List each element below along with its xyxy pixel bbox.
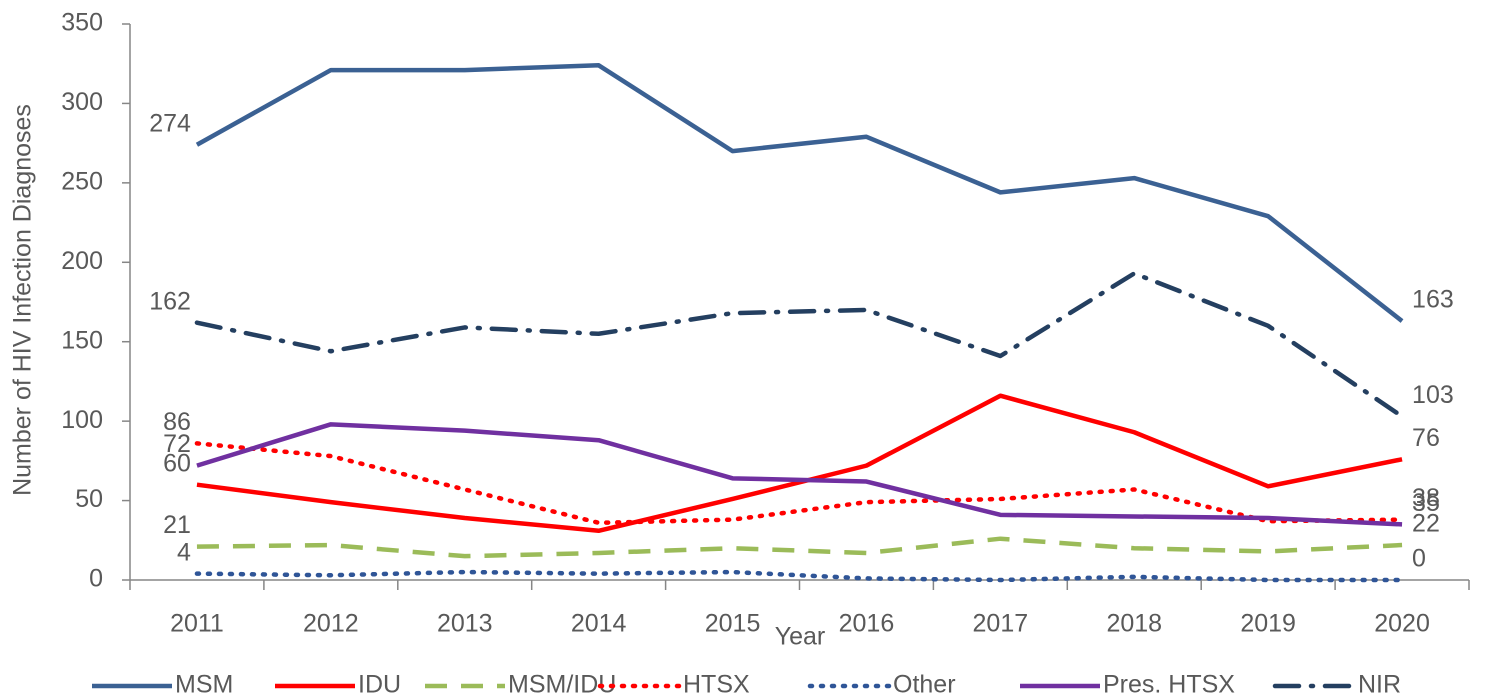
x-tick-label: 2020 (1374, 610, 1430, 638)
data-label: 162 (149, 287, 191, 315)
y-tick-label: 50 (75, 485, 103, 513)
y-tick-label: 150 (61, 326, 103, 354)
data-label: 103 (1412, 381, 1454, 409)
y-tick-label: 200 (61, 247, 103, 275)
data-label: 274 (149, 109, 191, 137)
legend-label: NIR (1358, 671, 1401, 699)
series-line (196, 536, 1403, 559)
y-axis-title: Number of HIV Infection Diagnoses (9, 104, 37, 496)
legend-label: Pres. HTSX (1103, 671, 1235, 699)
x-tick-label: 2017 (973, 610, 1029, 638)
data-label: 163 (1412, 286, 1454, 314)
legend-label: HTSX (683, 671, 750, 699)
data-label: 0 (1412, 545, 1426, 573)
data-label: 21 (163, 511, 191, 539)
data-label: 22 (1412, 510, 1440, 538)
x-tick-label: 2015 (705, 610, 761, 638)
x-axis-title: Year (775, 623, 826, 651)
data-label: 4 (177, 538, 191, 566)
y-tick-label: 0 (89, 565, 103, 593)
data-label: 38 (1412, 484, 1440, 512)
x-tick-label: 2019 (1240, 610, 1296, 638)
y-tick-label: 300 (61, 88, 103, 116)
data-label: 76 (1412, 424, 1440, 452)
x-tick-label: 2016 (839, 610, 895, 638)
series-line (194, 569, 1405, 583)
series-line (195, 63, 1404, 323)
y-tick-label: 100 (61, 406, 103, 434)
series-line (194, 271, 1405, 419)
x-tick-label: 2012 (303, 610, 359, 638)
data-label: 35 (1412, 489, 1440, 517)
x-tick-label: 2011 (170, 610, 224, 638)
x-tick-label: 2018 (1106, 610, 1162, 638)
y-tick-label: 350 (61, 9, 103, 37)
legend-label: IDU (358, 671, 401, 699)
y-tick-label: 250 (61, 167, 103, 195)
data-label: 86 (163, 408, 191, 436)
series-line (196, 422, 1403, 527)
legend-label: MSM (175, 671, 233, 699)
x-tick-label: 2013 (437, 610, 493, 638)
legend-label: Other (893, 671, 956, 699)
data-label: 60 (163, 449, 191, 477)
series-line (196, 393, 1403, 534)
data-label: 72 (163, 430, 191, 458)
x-tick-label: 2014 (571, 610, 627, 638)
